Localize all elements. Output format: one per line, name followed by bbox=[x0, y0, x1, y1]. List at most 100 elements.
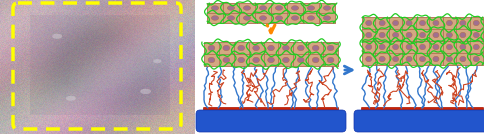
Ellipse shape bbox=[211, 6, 218, 10]
Ellipse shape bbox=[445, 20, 452, 26]
Bar bbox=[375, 29, 388, 41]
Ellipse shape bbox=[365, 20, 371, 26]
Ellipse shape bbox=[472, 32, 478, 38]
Bar bbox=[442, 41, 455, 53]
Bar bbox=[428, 41, 442, 53]
Bar bbox=[375, 17, 388, 29]
Bar bbox=[375, 53, 388, 65]
Bar bbox=[318, 3, 334, 13]
FancyBboxPatch shape bbox=[353, 110, 484, 132]
Bar bbox=[255, 13, 271, 23]
Ellipse shape bbox=[459, 20, 465, 26]
Bar bbox=[287, 3, 302, 13]
Ellipse shape bbox=[312, 57, 318, 63]
Ellipse shape bbox=[472, 20, 478, 26]
Ellipse shape bbox=[392, 44, 398, 50]
Ellipse shape bbox=[282, 45, 288, 51]
Ellipse shape bbox=[208, 57, 214, 63]
Bar bbox=[204, 54, 218, 66]
Bar bbox=[469, 17, 482, 29]
Ellipse shape bbox=[365, 44, 371, 50]
Bar bbox=[442, 17, 455, 29]
Bar bbox=[218, 42, 233, 54]
Ellipse shape bbox=[312, 45, 318, 51]
Ellipse shape bbox=[52, 34, 62, 39]
Ellipse shape bbox=[327, 57, 333, 63]
Bar bbox=[361, 41, 482, 65]
Bar bbox=[455, 17, 469, 29]
Bar bbox=[415, 29, 428, 41]
Bar bbox=[287, 13, 302, 23]
Ellipse shape bbox=[378, 56, 384, 62]
Ellipse shape bbox=[405, 44, 411, 50]
Bar bbox=[293, 42, 308, 54]
Ellipse shape bbox=[323, 16, 330, 20]
Ellipse shape bbox=[223, 45, 229, 51]
Ellipse shape bbox=[307, 6, 314, 10]
Ellipse shape bbox=[365, 56, 371, 62]
Bar bbox=[402, 29, 415, 41]
Ellipse shape bbox=[291, 6, 298, 10]
Bar bbox=[388, 17, 402, 29]
Bar bbox=[402, 41, 415, 53]
Ellipse shape bbox=[405, 20, 411, 26]
FancyBboxPatch shape bbox=[203, 107, 338, 116]
Bar bbox=[415, 17, 428, 29]
Bar bbox=[233, 54, 248, 66]
Bar bbox=[278, 54, 293, 66]
Ellipse shape bbox=[392, 20, 398, 26]
Ellipse shape bbox=[405, 32, 411, 38]
Bar bbox=[442, 29, 455, 41]
Bar bbox=[375, 41, 388, 53]
Ellipse shape bbox=[432, 32, 438, 38]
Bar bbox=[233, 42, 248, 54]
Ellipse shape bbox=[153, 59, 161, 63]
Ellipse shape bbox=[392, 32, 398, 38]
Ellipse shape bbox=[208, 45, 214, 51]
Bar bbox=[415, 53, 428, 65]
Bar bbox=[361, 53, 375, 65]
Ellipse shape bbox=[227, 6, 234, 10]
Bar bbox=[428, 53, 442, 65]
Bar bbox=[442, 53, 455, 65]
Ellipse shape bbox=[445, 44, 452, 50]
Bar bbox=[223, 13, 239, 23]
Ellipse shape bbox=[66, 96, 76, 101]
Ellipse shape bbox=[282, 57, 288, 63]
Bar bbox=[248, 42, 263, 54]
Ellipse shape bbox=[227, 16, 234, 20]
Bar bbox=[388, 41, 402, 53]
Bar bbox=[361, 41, 375, 53]
Bar bbox=[239, 13, 255, 23]
Ellipse shape bbox=[267, 45, 274, 51]
Ellipse shape bbox=[432, 56, 438, 62]
Bar bbox=[223, 3, 239, 13]
Bar bbox=[263, 42, 278, 54]
Bar bbox=[388, 29, 402, 41]
Bar bbox=[207, 13, 223, 23]
Bar bbox=[455, 29, 469, 41]
Bar bbox=[455, 53, 469, 65]
Bar bbox=[308, 54, 322, 66]
Bar bbox=[271, 13, 287, 23]
Ellipse shape bbox=[459, 56, 465, 62]
Bar bbox=[428, 17, 442, 29]
Bar bbox=[402, 53, 415, 65]
Ellipse shape bbox=[275, 6, 282, 10]
Ellipse shape bbox=[445, 32, 452, 38]
Bar bbox=[318, 13, 334, 23]
Bar bbox=[402, 17, 415, 29]
Ellipse shape bbox=[378, 32, 384, 38]
Bar bbox=[204, 42, 337, 66]
Ellipse shape bbox=[237, 57, 244, 63]
Ellipse shape bbox=[472, 44, 478, 50]
Bar bbox=[388, 53, 402, 65]
Bar bbox=[322, 54, 337, 66]
Ellipse shape bbox=[275, 16, 282, 20]
Ellipse shape bbox=[378, 20, 384, 26]
Ellipse shape bbox=[267, 57, 274, 63]
Ellipse shape bbox=[252, 57, 259, 63]
Bar bbox=[361, 29, 375, 41]
Ellipse shape bbox=[237, 45, 244, 51]
Ellipse shape bbox=[432, 44, 438, 50]
